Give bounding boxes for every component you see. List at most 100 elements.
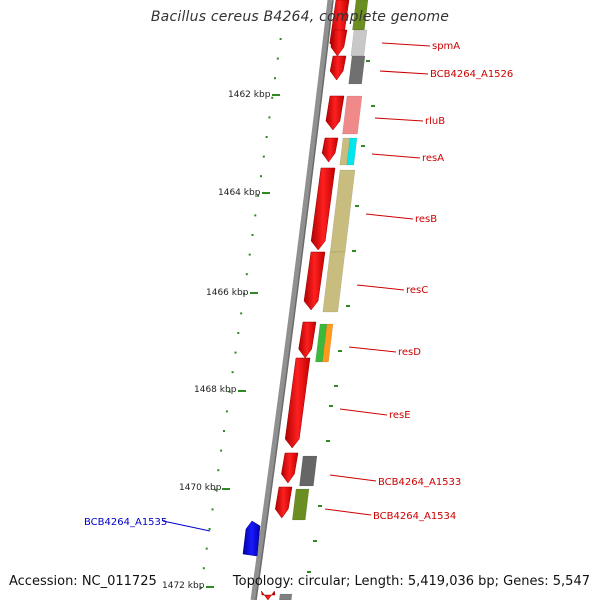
minor-dash (366, 60, 370, 62)
leader-resD (348, 346, 397, 353)
grid-dot (217, 469, 220, 472)
gene-arrow-rluB (325, 95, 345, 131)
leader-resC (356, 284, 405, 291)
scale-label-1472: 1472 kbp (162, 581, 205, 591)
gene-label-resC[interactable]: resC (406, 285, 428, 296)
grid-dot (279, 38, 282, 40)
grid-dot (265, 136, 268, 138)
scale-tick-mark (206, 586, 214, 588)
minor-dash (361, 145, 365, 147)
grid-dot (208, 528, 211, 530)
grid-dot (200, 586, 202, 589)
minor-dash (371, 105, 375, 107)
gene-arrow-resE (284, 357, 311, 449)
grid-dot (228, 390, 231, 393)
cog-box-resD-b (322, 323, 334, 363)
gene-arrow-resB (310, 167, 336, 251)
cog-box-BCB4264_A1534 (291, 488, 310, 521)
leader-BCB4264_A1534 (324, 508, 372, 516)
minor-dash (329, 405, 333, 407)
leader-resE (339, 408, 388, 416)
grid-dot (214, 488, 217, 491)
cog-box-BCB4264_A1526 (348, 55, 366, 85)
grid-dot (225, 410, 228, 413)
scale-ticks (206, 94, 280, 588)
gene-label-resD[interactable]: resD (398, 347, 421, 358)
cog-box-spmA (350, 29, 368, 57)
minor-dash (326, 440, 330, 442)
minor-dash (334, 385, 338, 387)
grid-dot (268, 116, 271, 119)
grid-dot (243, 292, 245, 295)
scale-tick-mark (222, 488, 230, 490)
grid-dot (245, 273, 248, 276)
scale-tick-mark (238, 390, 246, 392)
grid-dot (205, 547, 208, 550)
scale-label-1468: 1468 kbp (194, 385, 237, 395)
gene-arrow-BCB4264_A1533 (281, 452, 299, 484)
cog-box-BCB4264_A1533 (299, 455, 318, 487)
scale-tick-mark (250, 292, 258, 294)
minor-dash (307, 571, 311, 573)
grid-dot (211, 508, 214, 511)
genome-backbone (250, 0, 333, 600)
leader-BCB4264_A1526 (379, 70, 429, 75)
leader-BCB4264_A1535 (162, 520, 211, 532)
cog-box-bottom (279, 593, 293, 600)
cog-box-rluB (342, 95, 363, 135)
grid-dot (240, 312, 243, 315)
grid-dot (257, 194, 260, 197)
grid-dot (220, 449, 223, 452)
gene-arrow-resC (303, 251, 326, 311)
gene-label-BCB4264_A1533[interactable]: BCB4264_A1533 (378, 477, 461, 488)
grid-dot (254, 214, 257, 217)
gene-label-BCB4264_A1535[interactable]: BCB4264_A1535 (84, 517, 167, 528)
grid-dot (251, 234, 254, 236)
scale-label-1470: 1470 kbp (179, 483, 222, 493)
gene-label-BCB4264_A1526[interactable]: BCB4264_A1526 (430, 69, 513, 80)
grid-dot (202, 567, 205, 570)
minor-dash (338, 350, 342, 352)
grid-dot (237, 332, 240, 334)
accession-text: Accession: NC_011725 (9, 574, 157, 589)
leader-resB (365, 213, 414, 220)
scale-grid-dots (200, 38, 282, 589)
minor-dash (318, 505, 322, 507)
scale-tick-mark (262, 192, 270, 194)
grid-dot (274, 77, 276, 80)
topology-text: Topology: circular; Length: 5,419,036 bp… (232, 574, 590, 589)
gene-label-resE[interactable]: resE (389, 410, 411, 421)
grid-dot (262, 155, 265, 158)
gene-label-resA[interactable]: resA (422, 153, 444, 164)
minor-dash (352, 250, 356, 252)
grid-dot (223, 430, 225, 432)
grid-dot (276, 57, 279, 60)
scale-tick-mark (272, 94, 280, 96)
grid-dot (234, 351, 237, 354)
minor-dash (346, 305, 350, 307)
scale-label-1466: 1466 kbp (206, 288, 249, 298)
gene-label-spmA[interactable]: spmA (432, 41, 460, 52)
grid-dot (248, 253, 251, 256)
gene-label-BCB4264_A1534[interactable]: BCB4264_A1534 (373, 511, 456, 522)
leader-BCB4264_A1533 (329, 474, 377, 482)
gene-label-resB[interactable]: resB (415, 214, 437, 225)
genome-backbone-inner (255, 0, 334, 600)
scale-label-1464: 1464 kbp (218, 188, 261, 198)
minor-dash (355, 205, 359, 207)
cog-box-resC (322, 251, 346, 313)
leader-rluB (374, 117, 424, 122)
genome-title: Bacillus cereus B4264, complete genome (150, 9, 450, 25)
gene-arrow-BCB4264_A1535 (242, 520, 261, 557)
minor-dashes (307, 60, 375, 573)
grid-dot (231, 371, 234, 374)
grid-dot (260, 175, 262, 178)
leader-spmA (381, 42, 431, 47)
leader-resA (371, 153, 421, 159)
gene-arrow-BCB4264_A1526 (329, 55, 347, 81)
scale-label-1462: 1462 kbp (228, 90, 271, 100)
gene-label-rluB[interactable]: rluB (425, 116, 445, 127)
grid-dot (271, 96, 274, 99)
gene-arrow-resD (298, 321, 317, 359)
